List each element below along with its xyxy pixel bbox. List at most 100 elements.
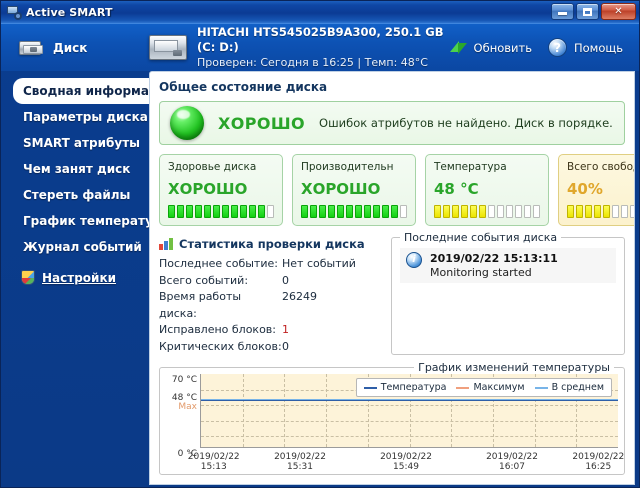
sidebar-item-summary[interactable]: Сводная информация	[13, 78, 174, 104]
statistics-key: Исправлено блоков:	[159, 323, 276, 336]
minimize-button[interactable]	[551, 3, 574, 20]
gauges-row: Здоровье диска ХОРОШО Производительн ХОР…	[159, 154, 634, 226]
disk-subtitle: Проверен: Сегодня в 16:25 | Темп: 48°C	[197, 55, 428, 69]
gauge-bars	[301, 205, 407, 218]
hard-disk-icon	[19, 40, 43, 55]
gauge-bar-segment	[576, 205, 583, 218]
gauge-bar-segment	[452, 205, 459, 218]
refresh-icon	[449, 40, 467, 55]
statistics-title: Статистика проверки диска	[179, 237, 365, 251]
chart-plot-area: Температура Максимум В среднем	[200, 374, 618, 448]
status-description: Ошибок атрибутов не найдено. Диск в поря…	[319, 116, 613, 130]
gauge-bar-segment	[461, 205, 468, 218]
legend-swatch	[363, 386, 377, 389]
refresh-button[interactable]: Обновить	[449, 40, 532, 55]
disk-button-label: Диск	[53, 40, 88, 55]
disk-info: HITACHI HTS545025B9A300, 250.1 GB (C: D:…	[149, 25, 450, 71]
gauge-bar-segment	[346, 205, 353, 218]
grid-line-vertical	[451, 374, 453, 447]
chart-series-line	[201, 399, 618, 401]
gauge-bar-segment	[382, 205, 389, 218]
gauge-bar-segment	[443, 205, 450, 218]
gauge-bar-segment	[231, 205, 238, 218]
sidebar-item-label: Журнал событий	[23, 240, 142, 254]
grid-line-vertical	[409, 374, 411, 447]
help-label: Помощь	[573, 40, 623, 55]
gauge-bar-segment	[612, 205, 619, 218]
statistics-value: 26249	[282, 290, 317, 303]
legend-label: Температура	[380, 382, 447, 393]
list-item[interactable]: 2019/02/22 15:13:11 Monitoring started	[400, 248, 616, 283]
bar-chart-icon	[159, 238, 173, 250]
legend-item: Температура	[363, 382, 447, 393]
chart-x-axis: 2019/02/22 15:13 2019/02/22 15:31 2019/02/22…	[188, 452, 624, 472]
app-body: Сводная информация Параметры диска SMART…	[1, 71, 639, 487]
statistics-value: 0	[282, 273, 289, 287]
window-title: Active SMART	[26, 5, 113, 19]
gauge-bar-segment	[249, 205, 256, 218]
maximize-button[interactable]	[576, 3, 599, 20]
gauge-bars	[434, 205, 540, 218]
status-word: ХОРОШО	[218, 113, 306, 133]
gauge-free-space: Всего свободно 40%	[558, 154, 634, 226]
sidebar-item-erase-files[interactable]: Стереть файлы	[1, 182, 149, 208]
gauge-bar-segment	[621, 205, 628, 218]
gauge-bar-segment	[310, 205, 317, 218]
x-tick-time: 15:49	[393, 462, 419, 472]
gauge-bar-segment	[603, 205, 610, 218]
gauge-bar-segment	[195, 205, 202, 218]
sidebar-item-disk-parameters[interactable]: Параметры диска	[1, 104, 149, 130]
gauge-temperature: Температура 48 °C	[425, 154, 549, 226]
gauge-bar-segment	[267, 205, 274, 218]
gauge-value: 40%	[567, 179, 603, 198]
sidebar-item-temperature-graph[interactable]: График температуры	[1, 208, 172, 234]
gauge-bar-segment	[434, 205, 441, 218]
sidebar-item-smart-attributes[interactable]: SMART атрибуты	[1, 130, 149, 156]
statistics-row: Исправлено блоков: 1	[159, 322, 381, 339]
gauge-bar-segment	[524, 205, 531, 218]
sidebar-item-settings[interactable]: Настройки	[1, 270, 149, 285]
gauge-bar-segment	[328, 205, 335, 218]
sidebar-item-event-log[interactable]: Журнал событий	[1, 234, 149, 260]
grid-line-vertical	[284, 374, 286, 447]
overall-status-banner: ХОРОШО Ошибок атрибутов не найдено. Диск…	[159, 101, 625, 145]
y-tick-bottom: 0 °C	[177, 449, 197, 459]
middle-row: Статистика проверки диска Последнее собы…	[159, 231, 625, 355]
x-tick-label: 2019/02/22 15:49	[380, 452, 432, 472]
gauge-bar-segment	[204, 205, 211, 218]
gauge-bar-segment	[364, 205, 371, 218]
legend-label: Максимум	[473, 382, 525, 393]
gauge-value: ХОРОШО	[301, 179, 381, 198]
gauge-bars	[168, 205, 274, 218]
x-tick-time: 16:07	[499, 462, 525, 472]
gauge-disk-health: Здоровье диска ХОРОШО	[159, 154, 283, 226]
grid-line-vertical	[242, 374, 244, 447]
help-button[interactable]: Помощь	[547, 38, 623, 57]
gauge-bar-segment	[488, 205, 495, 218]
grid-line-vertical	[326, 374, 328, 447]
gauge-bar-segment	[177, 205, 184, 218]
event-timestamp: 2019/02/22 15:13:11	[430, 252, 558, 265]
grid-line-vertical	[534, 374, 536, 447]
hard-disk-large-icon	[149, 35, 187, 60]
disk-magnifier-icon	[6, 5, 22, 20]
gauge-bar-segment	[301, 205, 308, 218]
legend-item: В среднем	[534, 382, 604, 393]
legend-item: Максимум	[456, 382, 525, 393]
header-actions: Обновить Помощь	[449, 38, 639, 57]
temperature-chart-panel: График изменений температуры 70 °C 48 °C…	[159, 361, 625, 475]
gauge-bar-segment	[168, 205, 175, 218]
gauge-bar-segment	[240, 205, 247, 218]
close-button[interactable]: ✕	[601, 3, 636, 20]
gauge-bar-segment	[479, 205, 486, 218]
disk-title: HITACHI HTS545025B9A300, 250.1 GB (C: D:…	[197, 24, 444, 55]
sidebar-item-disk-usage[interactable]: Чем занят диск	[1, 156, 149, 182]
x-tick-time: 15:31	[287, 462, 313, 472]
chart-title: График изменений температуры	[414, 361, 614, 374]
chart-legend: Температура Максимум В среднем	[355, 378, 612, 397]
disk-selector-button[interactable]: Диск	[1, 40, 149, 55]
gauge-title: Здоровье диска	[168, 161, 257, 173]
grid-line-vertical	[492, 374, 494, 447]
y-tick-marker-sub: Max	[178, 402, 197, 412]
gauge-bar-segment	[337, 205, 344, 218]
